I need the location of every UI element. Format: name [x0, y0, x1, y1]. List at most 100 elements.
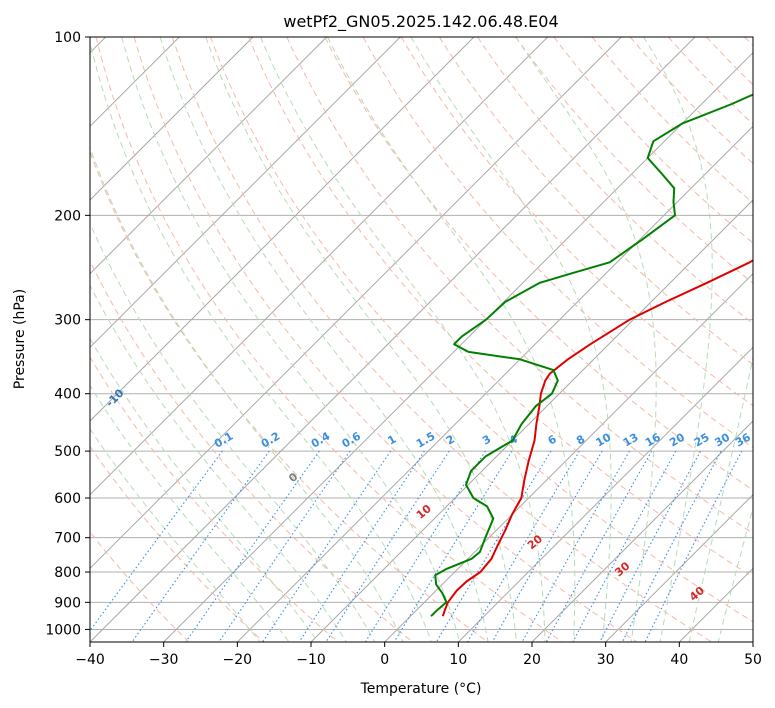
dry-adiabat-line — [668, 37, 753, 125]
y-tick-label: 900 — [54, 595, 81, 611]
x-axis-label: Temperature (°C) — [360, 681, 482, 697]
x-tick-label: 40 — [670, 652, 688, 668]
moist-adiabat-line — [121, 37, 461, 642]
mixing-ratio-label: 1.5 — [414, 430, 437, 451]
dry-adiabat-line — [324, 37, 753, 491]
dry-adiabat-label: -10 — [103, 386, 126, 409]
dry-adiabat-line — [210, 37, 753, 623]
mixing-ratio-line — [545, 450, 653, 642]
isotherm-gridline — [752, 641, 753, 642]
mixing-ratio-label: 3 — [480, 433, 493, 448]
x-tick-label: −40 — [75, 652, 105, 668]
isotherm-gridline — [90, 37, 401, 349]
x-tick-label: −20 — [223, 652, 253, 668]
x-tick-label: −10 — [296, 652, 326, 668]
isotherm-gridline — [163, 51, 753, 642]
mixing-ratio-line — [218, 450, 351, 642]
x-tick-label: 30 — [597, 652, 615, 668]
dry-adiabat-line — [90, 356, 339, 642]
mixing-ratio-label: 16 — [643, 430, 663, 449]
mixing-ratio-line — [491, 450, 603, 642]
y-tick-label: 1000 — [45, 622, 81, 638]
dry-adiabat-line — [90, 259, 414, 642]
isotherm-gridline — [457, 346, 753, 642]
mixing-ratio-label: 6 — [546, 432, 559, 447]
isotherm-gridline — [90, 37, 549, 496]
mixing-ratio-label: 0.1 — [212, 430, 235, 451]
mixing-ratio-line — [621, 450, 722, 642]
isotherm-gridline — [90, 37, 475, 422]
moist-adiabat-line — [643, 37, 713, 642]
mixing-ratio-line — [521, 450, 630, 642]
y-tick-label: 300 — [54, 313, 81, 329]
isotherm-gridline — [384, 272, 753, 642]
y-tick-label: 600 — [54, 491, 81, 507]
isotherm-gridline — [531, 420, 753, 642]
isotherm-gridline — [90, 37, 696, 642]
mixing-ratio-label: 2 — [444, 433, 457, 448]
x-tick-label: 50 — [744, 652, 762, 668]
dry-adiabat-line — [248, 37, 753, 578]
dry-adiabat-line — [706, 37, 753, 86]
isotherm-gridline — [605, 493, 753, 642]
isotherm-gridline — [90, 37, 328, 275]
y-tick-label: 100 — [54, 30, 81, 46]
y-tick-label: 700 — [54, 531, 81, 547]
mixing-ratio-line — [131, 450, 270, 642]
moist-adiabat-label: 10 — [414, 502, 434, 522]
dewpoint-profile-line — [430, 93, 753, 617]
temperature-profile-line — [441, 259, 753, 617]
moist-adiabat-line — [90, 384, 290, 642]
isotherm-gridline — [236, 125, 753, 642]
dry-adiabat-line — [438, 37, 753, 366]
y-tick-label: 800 — [54, 565, 81, 581]
mixing-ratio-line — [599, 450, 701, 642]
moist-adiabat-line — [90, 284, 347, 642]
mixing-ratio-line — [393, 450, 513, 642]
moist-adiabat-label: 30 — [612, 559, 632, 579]
dry-adiabat-line — [591, 37, 753, 204]
dry-adiabat-line — [477, 37, 753, 325]
dry-adiabat-line — [90, 150, 488, 642]
x-tick-label: 10 — [449, 652, 467, 668]
moist-adiabat-label: 0 — [286, 470, 300, 485]
dry-adiabat-line — [133, 37, 638, 642]
moist-adiabat-line — [90, 337, 319, 642]
mixing-ratio-line — [572, 450, 677, 642]
isotherm-gridline — [90, 37, 254, 201]
mixing-ratio-label: 20 — [667, 430, 687, 449]
moist-adiabat-line — [90, 145, 404, 642]
mixing-ratio-line — [90, 450, 223, 632]
moist-adiabat-line — [515, 37, 657, 642]
y-tick-label: 500 — [54, 444, 81, 460]
moist-adiabat-line — [410, 37, 612, 642]
isotherm-gridline — [90, 37, 622, 570]
x-tick-label: 0 — [380, 652, 389, 668]
mixing-ratio-line — [262, 450, 392, 642]
moist-adiabat-line — [90, 428, 261, 642]
moist-adiabat-line — [260, 37, 546, 642]
mixing-ratio-label: 0.6 — [340, 429, 364, 450]
mixing-ratio-label: 0.4 — [309, 429, 333, 450]
moist-adiabat-line — [90, 222, 376, 642]
mixing-ratio-line — [298, 450, 425, 642]
mixing-ratio-label: 1 — [385, 433, 398, 448]
moist-adiabat-line — [688, 354, 753, 642]
y-tick-label: 200 — [54, 208, 81, 224]
plot-frame — [89, 36, 754, 643]
y-tick-label: 400 — [54, 387, 81, 403]
chart-title: wetPf2_GN05.2025.142.06.48.E04 — [283, 12, 558, 32]
moist-adiabat-line — [205, 37, 517, 642]
x-tick-label: 20 — [523, 652, 541, 668]
moist-adiabat-label: 20 — [525, 532, 545, 552]
moist-adiabat-line — [327, 37, 576, 642]
mixing-ratio-line — [185, 450, 320, 642]
mixing-ratio-label: 8 — [574, 433, 587, 448]
dry-adiabat-line — [90, 445, 264, 642]
dry-adiabat-line — [286, 37, 753, 534]
dry-adiabat-line — [171, 37, 712, 642]
x-tick-label: −30 — [149, 652, 179, 668]
dry-adiabat-line — [95, 37, 563, 642]
